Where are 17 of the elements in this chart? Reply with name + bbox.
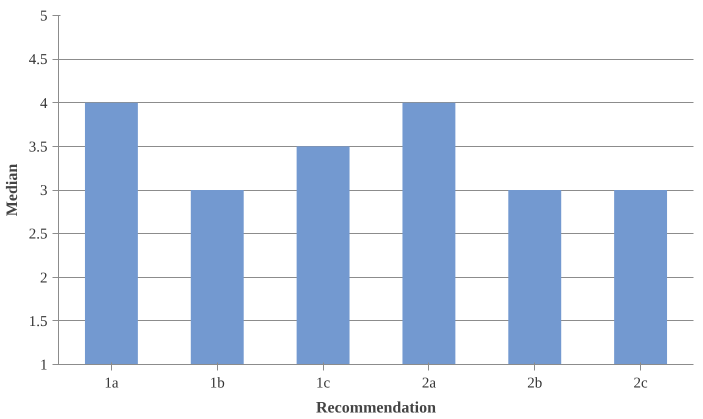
y-tick-label: 2.5 (28, 226, 48, 243)
x-tick-label: 2c (634, 376, 648, 392)
y-tick-label: 3.5 (28, 139, 48, 156)
y-tick-label: 1 (40, 358, 48, 374)
y-tick-label: 2 (40, 270, 48, 286)
y-tick-label: 5 (40, 8, 48, 24)
x-tick-label: 1a (104, 376, 119, 392)
y-tick-label: 4.5 (28, 52, 48, 68)
y-tick-label: 4 (40, 96, 48, 112)
y-tick-label: 3 (40, 183, 48, 199)
x-tick-label: 1c (316, 376, 331, 392)
x-tick-label: 1b (210, 376, 225, 392)
x-axis-title: Recommendation (316, 400, 436, 416)
x-tick-label: 2b (527, 376, 542, 392)
y-axis-title: Median (4, 164, 21, 216)
x-tick-label: 2a (422, 376, 436, 392)
y-tick-label: 1.5 (28, 314, 48, 330)
